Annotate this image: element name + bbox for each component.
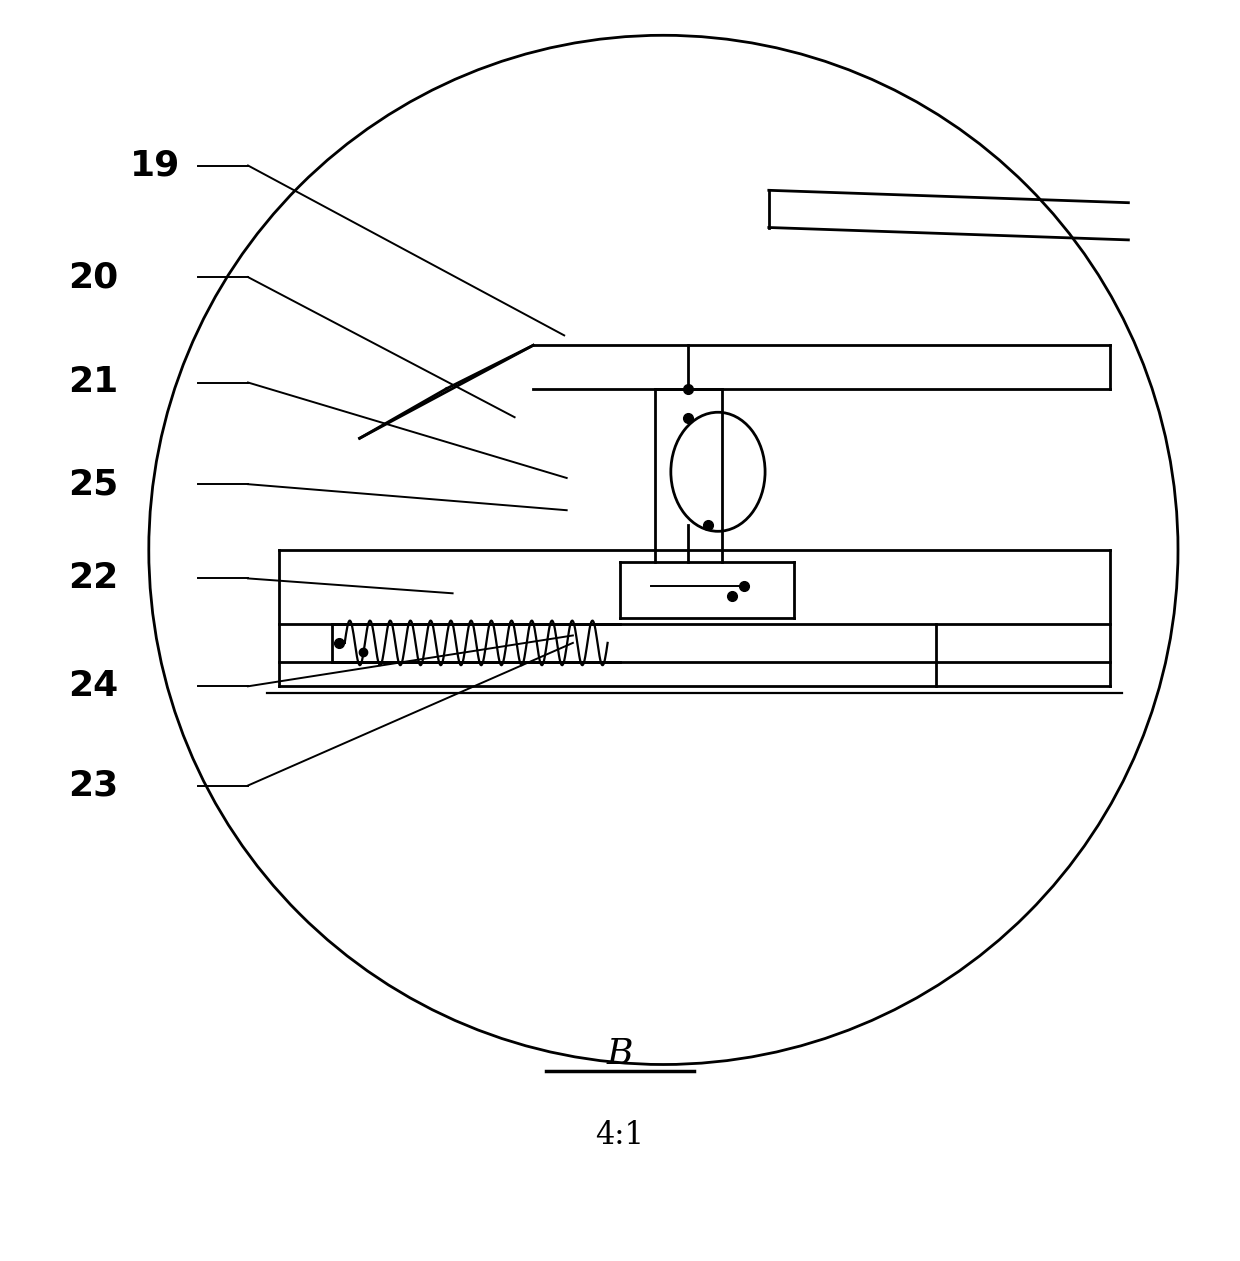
Text: 23: 23 [68,768,119,802]
Text: 22: 22 [68,561,119,595]
Text: 19: 19 [130,149,181,183]
Text: 21: 21 [68,366,119,400]
Text: 20: 20 [68,260,119,294]
Text: 24: 24 [68,670,119,704]
Text: 25: 25 [68,467,119,501]
Text: B: B [606,1037,634,1071]
Text: 4:1: 4:1 [595,1120,645,1151]
